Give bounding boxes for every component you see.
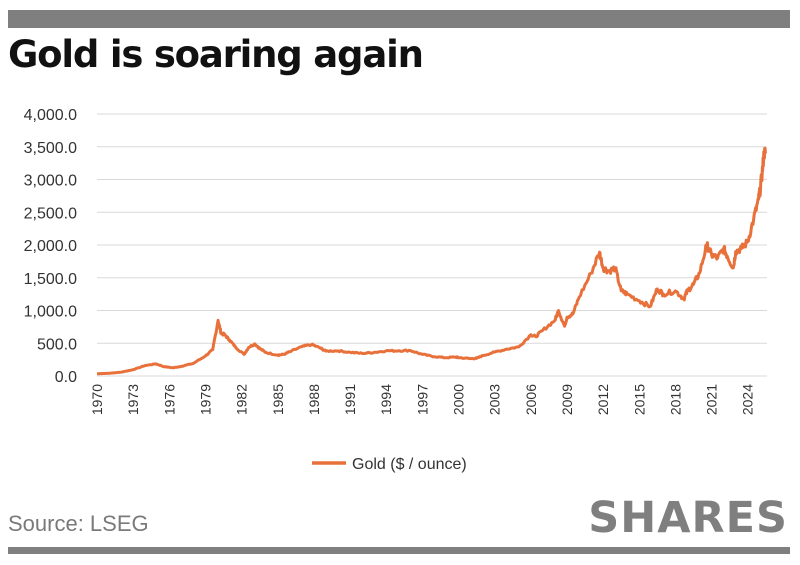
x-tick-label: 1976: [161, 384, 177, 415]
x-tick-label: 2003: [487, 384, 503, 415]
series-group: [97, 146, 768, 376]
y-tick-label: 3,500.0: [24, 140, 77, 157]
x-tick-label: 2012: [595, 384, 611, 415]
x-tick-label: 1982: [234, 384, 250, 415]
y-tick-label: 1,500.0: [24, 271, 77, 288]
x-tick-label: 1994: [378, 384, 394, 415]
x-tick-label: 1997: [414, 384, 430, 415]
bottom-bar: [8, 547, 790, 554]
x-tick-label: 2006: [523, 384, 539, 415]
grid-lines: [97, 113, 767, 377]
y-tick-label: 2,000.0: [24, 238, 77, 255]
top-bar: [8, 10, 790, 28]
y-axis-ticks: 0.0 500.0 1,000.0 1,500.0 2,000.0 2,500.0 3,00…: [24, 107, 77, 386]
x-tick-label: 2015: [631, 384, 647, 415]
x-tick-label: 2024: [740, 384, 756, 415]
y-tick-label: 1,000.0: [24, 304, 77, 321]
y-tick-label: 3,000.0: [24, 173, 77, 190]
x-axis-ticks: 1970 1973 1976 1979 1982 1985 1988 1991 1994 1997…: [89, 384, 756, 415]
brand-logo: SHARES: [588, 493, 788, 543]
x-tick-label: 1991: [342, 384, 358, 415]
y-tick-label: 4,000.0: [24, 107, 77, 124]
legend-label: Gold ($ / ounce): [352, 456, 467, 473]
page-title: Gold is soaring again: [8, 33, 424, 76]
x-tick-label: 1970: [89, 384, 105, 415]
x-tick-label: 1988: [306, 384, 322, 415]
source-note: Source: LSEG: [8, 511, 149, 536]
y-tick-label: 0.0: [55, 369, 77, 386]
x-tick-label: 2018: [667, 384, 683, 415]
y-tick-label: 500.0: [37, 336, 77, 353]
x-tick-label: 1979: [197, 384, 213, 415]
x-tick-label: 1985: [270, 384, 286, 415]
legend: Gold ($ / ounce): [312, 456, 467, 473]
x-tick-label: 2009: [559, 384, 575, 415]
y-tick-label: 2,500.0: [24, 205, 77, 222]
x-tick-label: 2021: [704, 384, 720, 415]
x-tick-label: 1973: [125, 384, 141, 415]
series-line-gold: [97, 146, 768, 376]
x-tick-label: 2000: [451, 384, 467, 415]
